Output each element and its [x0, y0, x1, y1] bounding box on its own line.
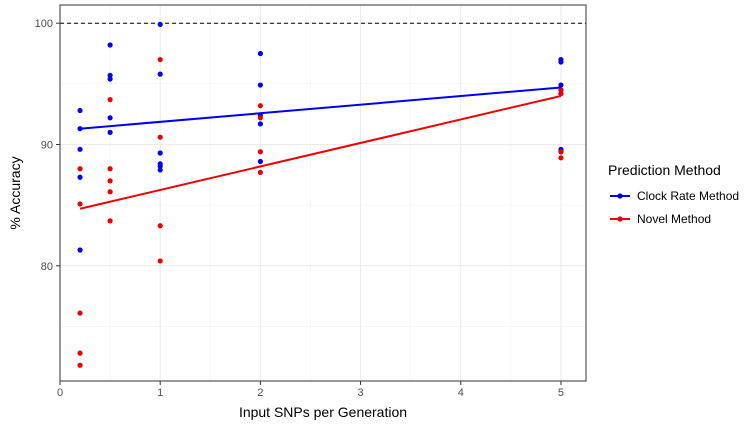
data-point-clock-rate [257, 121, 263, 127]
x-tick-label: 3 [358, 387, 364, 399]
data-point-novel [257, 115, 263, 121]
data-point-clock-rate [257, 82, 263, 88]
x-tick-label: 4 [458, 387, 464, 399]
data-point-novel [558, 149, 564, 155]
data-point-novel [157, 223, 163, 229]
data-point-clock-rate [157, 163, 163, 169]
x-axis-title: Input SNPs per Generation [239, 404, 407, 420]
data-point-clock-rate [257, 50, 263, 57]
legend-title: Prediction Method [608, 162, 721, 178]
data-point-clock-rate [157, 71, 163, 77]
series-novel [77, 56, 564, 368]
data-point-novel [107, 218, 113, 224]
data-point-clock-rate [157, 167, 163, 173]
data-point-novel [77, 201, 83, 207]
data-point-clock-rate [107, 129, 113, 135]
legend-item-clock-rate: Clock Rate Method [610, 189, 739, 203]
data-point-novel [77, 310, 83, 316]
data-point-novel [107, 97, 113, 103]
x-tick-label: 0 [57, 387, 63, 399]
plot-background [60, 5, 586, 381]
legend-label-clock-rate: Clock Rate Method [637, 189, 739, 203]
data-point-clock-rate [107, 72, 113, 78]
data-point-clock-rate [558, 59, 564, 65]
data-point-clock-rate [77, 107, 83, 114]
y-tick-label: 80 [41, 261, 53, 273]
x-tick-label: 1 [157, 387, 163, 399]
data-point-novel [157, 56, 163, 63]
x-axis-ticks: 0 1 2 3 4 5 [57, 381, 564, 399]
trend-line-clock-rate [79, 86, 562, 130]
legend-item-novel: Novel Method [610, 212, 711, 226]
data-point-novel [257, 103, 263, 109]
x-tick-label: 5 [558, 387, 564, 399]
data-point-clock-rate [77, 126, 83, 132]
trend-line-novel [79, 94, 562, 210]
legend-key-dot-novel [617, 216, 623, 222]
data-point-clock-rate [257, 158, 263, 165]
data-point-clock-rate [558, 82, 564, 88]
data-point-novel [107, 178, 113, 184]
data-point-novel [157, 134, 163, 140]
data-point-novel [157, 258, 163, 264]
data-point-novel [558, 155, 564, 161]
y-axis-title: % Accuracy [7, 156, 23, 229]
y-tick-label: 100 [35, 18, 53, 30]
data-point-novel [257, 149, 263, 155]
data-point-novel [558, 87, 564, 93]
legend-key-dot-clock-rate [617, 193, 623, 199]
data-point-clock-rate [107, 76, 113, 82]
data-point-clock-rate [77, 174, 83, 180]
data-point-clock-rate [157, 150, 163, 156]
data-point-clock-rate [157, 21, 163, 28]
plot-panel [59, 4, 587, 382]
minor-grid [60, 5, 586, 381]
y-axis-ticks: 80 90 100 [35, 18, 60, 273]
data-point-novel [77, 350, 83, 356]
x-tick-label: 2 [257, 387, 263, 399]
data-point-novel [558, 90, 564, 97]
data-point-clock-rate [77, 146, 83, 152]
y-tick-label: 90 [41, 139, 53, 151]
data-point-clock-rate [77, 247, 83, 253]
data-point-clock-rate [107, 115, 113, 121]
data-point-novel [257, 169, 263, 175]
plot-border [59, 4, 587, 382]
data-point-novel [77, 166, 83, 172]
data-point-novel [77, 362, 83, 368]
legend-label-novel: Novel Method [637, 212, 711, 226]
series-layer [77, 21, 564, 368]
legend: Prediction Method Clock Rate Method Nove… [608, 162, 739, 226]
data-point-novel [107, 166, 113, 172]
data-point-clock-rate [107, 42, 113, 48]
data-point-novel [107, 189, 113, 195]
